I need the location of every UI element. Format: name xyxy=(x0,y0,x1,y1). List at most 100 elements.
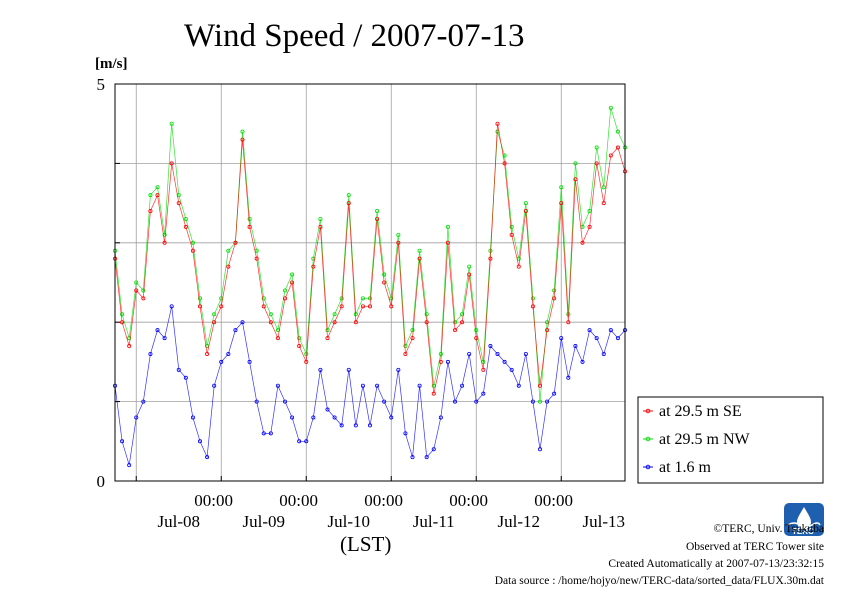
data-point-nw xyxy=(396,232,401,237)
data-point-se xyxy=(247,224,252,229)
data-point-low xyxy=(460,383,465,388)
data-point-low xyxy=(573,344,578,349)
data-point-se xyxy=(410,336,415,341)
data-point-low xyxy=(452,399,457,404)
data-point-low xyxy=(481,391,486,396)
data-point-se xyxy=(559,201,564,206)
data-point-low xyxy=(424,455,429,460)
data-point-nw xyxy=(530,296,535,301)
data-point-low xyxy=(445,359,450,364)
data-point-nw xyxy=(389,296,394,301)
data-point-low xyxy=(396,367,401,372)
x-day-label: Jul-13 xyxy=(583,512,626,531)
y-tick-label: 0 xyxy=(97,472,106,491)
data-point-low xyxy=(367,423,372,428)
data-point-se xyxy=(353,320,358,325)
x-day-label: Jul-09 xyxy=(243,512,286,531)
data-point-se xyxy=(375,216,380,221)
data-point-se xyxy=(290,280,295,285)
x-time-label: 00:00 xyxy=(364,491,403,510)
data-point-nw xyxy=(183,216,188,221)
series-layer xyxy=(113,105,628,468)
footer-observed: Observed at TERC Tower site xyxy=(686,541,824,553)
data-point-nw xyxy=(367,296,372,301)
data-point-nw xyxy=(332,312,337,317)
data-point-low xyxy=(304,439,309,444)
data-point-low xyxy=(530,399,535,404)
data-point-low xyxy=(254,399,259,404)
data-point-nw xyxy=(417,248,422,253)
data-point-se xyxy=(502,161,507,166)
data-point-low xyxy=(382,399,387,404)
data-point-se xyxy=(403,351,408,356)
data-point-nw xyxy=(559,185,564,190)
data-point-se xyxy=(339,304,344,309)
data-point-se xyxy=(516,264,521,269)
series-line-se xyxy=(114,123,626,394)
data-point-nw xyxy=(226,248,231,253)
data-point-nw xyxy=(247,216,252,221)
data-point-se xyxy=(545,328,550,333)
data-point-se xyxy=(530,304,535,309)
data-point-se xyxy=(282,296,287,301)
data-point-low xyxy=(275,383,280,388)
data-point-low xyxy=(601,351,606,356)
data-point-low xyxy=(212,383,217,388)
data-point-low xyxy=(608,328,613,333)
data-point-low xyxy=(162,336,167,341)
data-point-se xyxy=(608,153,613,158)
data-point-low xyxy=(205,455,210,460)
data-point-se xyxy=(523,209,528,214)
data-point-se xyxy=(268,320,273,325)
data-point-low xyxy=(545,399,550,404)
plot-frame xyxy=(114,83,626,482)
data-point-low xyxy=(311,415,316,420)
data-point-nw xyxy=(190,240,195,245)
data-point-se xyxy=(601,201,606,206)
data-point-low xyxy=(538,447,543,452)
data-point-low xyxy=(219,359,224,364)
terc-logo: TERC xyxy=(784,503,824,536)
data-point-se xyxy=(134,288,139,293)
data-point-nw xyxy=(353,312,358,317)
data-point-se xyxy=(120,320,125,325)
water-drop-icon xyxy=(797,507,811,529)
data-point-low xyxy=(417,383,422,388)
y-tick-label: 5 xyxy=(97,75,106,94)
data-point-low xyxy=(141,399,146,404)
data-point-low xyxy=(587,328,592,333)
series-low xyxy=(113,304,628,468)
data-point-se xyxy=(615,145,620,150)
x-axis-label: (LST) xyxy=(340,532,391,556)
data-point-nw xyxy=(197,296,202,301)
data-point-nw xyxy=(120,312,125,317)
data-point-low xyxy=(120,439,125,444)
data-point-se xyxy=(155,193,160,198)
data-point-nw xyxy=(134,280,139,285)
data-point-se xyxy=(566,320,571,325)
wave-icon xyxy=(787,522,821,528)
data-point-se xyxy=(219,304,224,309)
data-point-low xyxy=(169,304,174,309)
data-point-se xyxy=(346,201,351,206)
data-point-se xyxy=(240,137,245,142)
data-point-se xyxy=(127,344,132,349)
data-point-nw xyxy=(375,209,380,214)
data-point-nw xyxy=(127,336,132,341)
data-point-nw xyxy=(445,224,450,229)
legend-marker xyxy=(645,408,651,414)
data-point-nw xyxy=(360,296,365,301)
legend-label: at 29.5 m SE xyxy=(659,403,742,420)
data-point-low xyxy=(403,431,408,436)
data-point-nw xyxy=(318,216,323,221)
footer-credit: ©TERC, Univ. Tsukuba xyxy=(714,523,824,535)
data-point-low xyxy=(438,415,443,420)
data-point-low xyxy=(431,447,436,452)
data-point-low xyxy=(134,415,139,420)
data-point-nw xyxy=(509,224,514,229)
x-time-label: 00:00 xyxy=(534,491,573,510)
data-point-nw xyxy=(615,129,620,134)
data-point-nw xyxy=(212,312,217,317)
data-point-se xyxy=(205,351,210,356)
